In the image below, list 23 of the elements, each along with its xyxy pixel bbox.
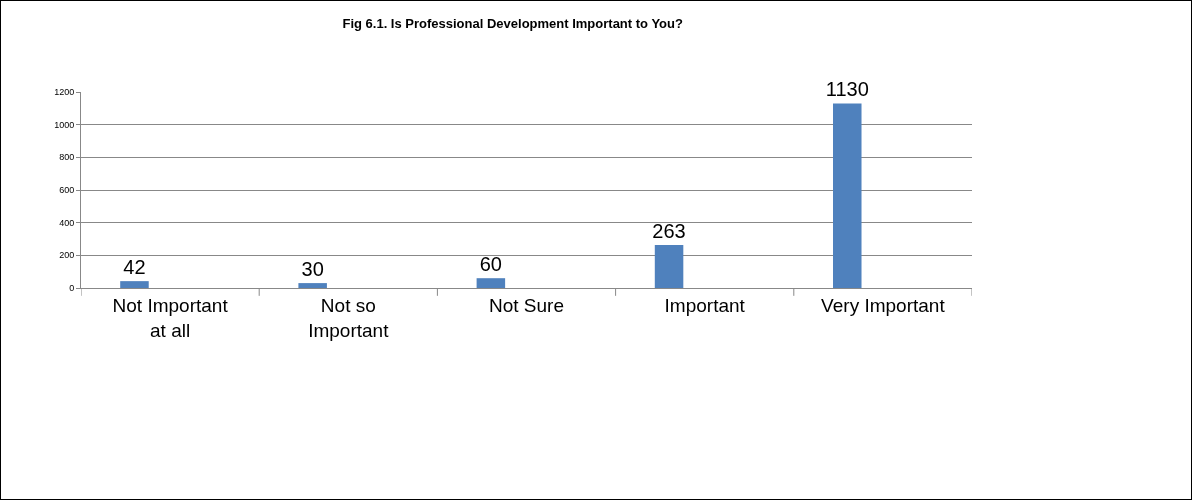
- chart-title: Fig 6.1. Is Professional Development Important to You?: [342, 15, 683, 31]
- data-label: 30: [301, 258, 324, 281]
- y-tick-label: 600: [59, 185, 75, 196]
- bar: [476, 278, 506, 288]
- bar: [654, 245, 684, 288]
- x-tick-label: Not Sure: [489, 294, 564, 316]
- bar: [833, 103, 862, 288]
- data-label: 42: [123, 256, 146, 279]
- data-label: 60: [479, 253, 502, 276]
- y-tick-label: 800: [59, 152, 75, 163]
- y-tick-label: 1000: [54, 119, 75, 130]
- x-tick-label: Not Important at all: [112, 294, 229, 341]
- data-label: 1130: [825, 78, 869, 101]
- y-tick-label: 200: [59, 250, 75, 261]
- x-tick-label: Very Important: [821, 294, 946, 316]
- y-tick-label: 0: [69, 283, 75, 294]
- x-tick-label: Important: [664, 294, 746, 316]
- bar: [298, 283, 327, 288]
- bar: [120, 281, 149, 288]
- data-label: 263: [652, 220, 686, 243]
- y-tick-label: 400: [59, 217, 75, 228]
- x-tick-label: Not so Important: [308, 294, 390, 341]
- y-tick-label: 1200: [54, 87, 75, 98]
